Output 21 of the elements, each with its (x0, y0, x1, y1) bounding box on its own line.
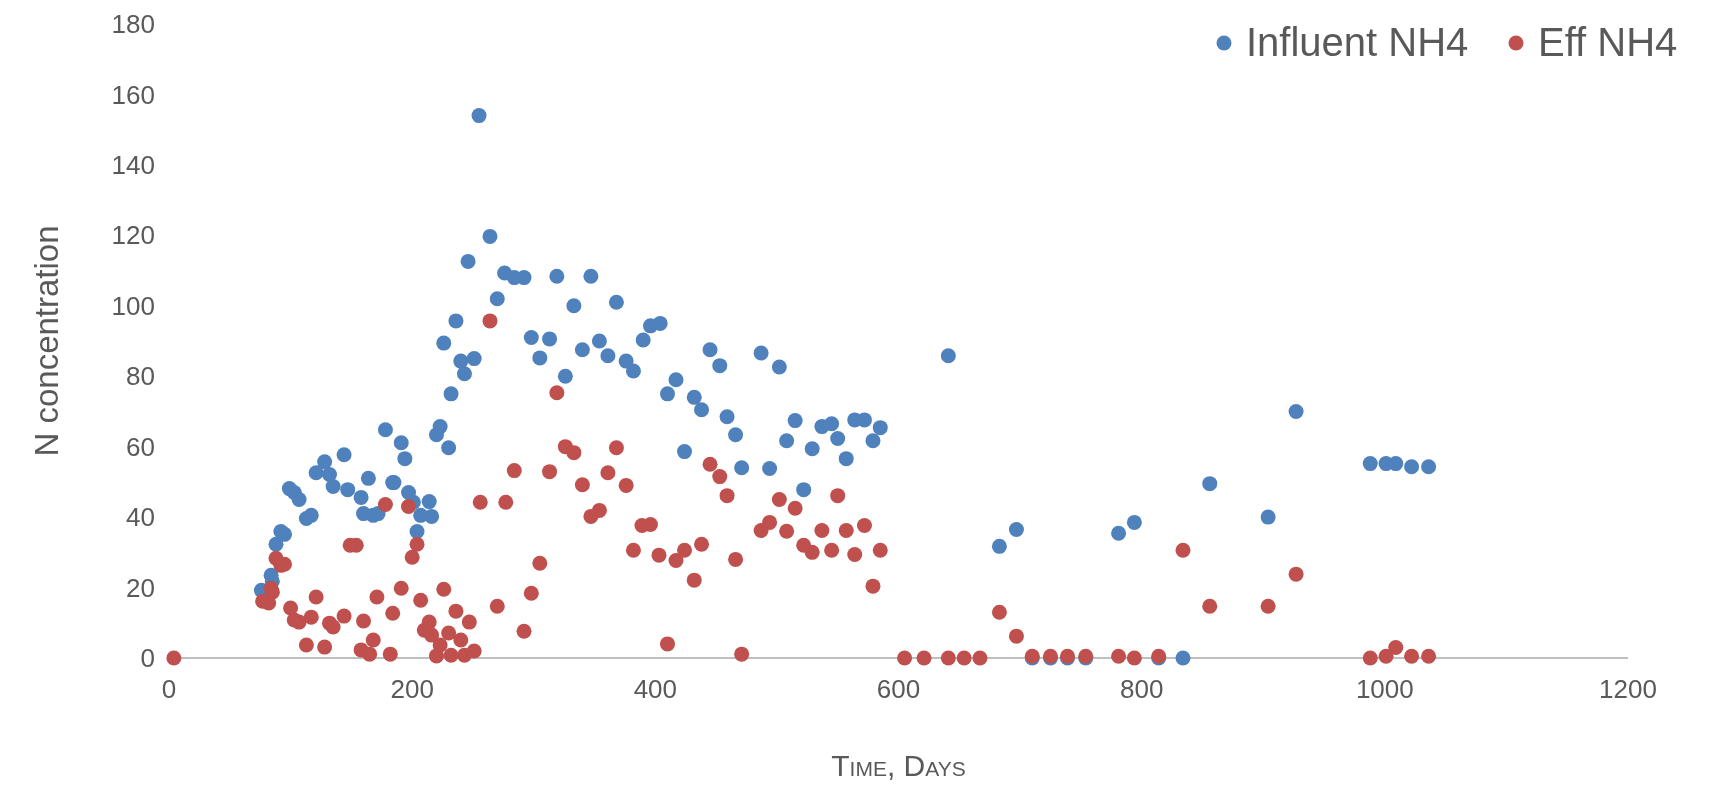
y-tick-label: 120 (111, 220, 155, 251)
y-tick-label: 20 (126, 572, 155, 603)
y-tick-label: 100 (111, 290, 155, 321)
legend-label: Eff NH4 (1538, 20, 1678, 64)
x-tick-label: 0 (161, 674, 177, 704)
y-axis-title: N concentration (28, 225, 65, 457)
legend-label: Influent NH4 (1246, 20, 1469, 64)
y-tick-label: 180 (111, 9, 155, 40)
y-tick-label: 160 (111, 79, 155, 110)
x-tick-label: 200 (390, 674, 434, 704)
x-axis-title: Time, Days (831, 749, 966, 782)
x-tick-label: 400 (633, 674, 678, 704)
x-tick-label: 1200 (1599, 674, 1657, 704)
y-tick-label: 140 (111, 149, 155, 180)
y-tick-label: 0 (140, 643, 155, 674)
x-tick-label: 1000 (1355, 674, 1414, 704)
y-tick-label: 60 (126, 431, 155, 462)
x-tick-label: 600 (876, 674, 921, 704)
y-tick-label: 80 (126, 361, 155, 392)
y-tick-label: 40 (126, 502, 155, 533)
x-tick-label: 800 (1119, 674, 1164, 704)
